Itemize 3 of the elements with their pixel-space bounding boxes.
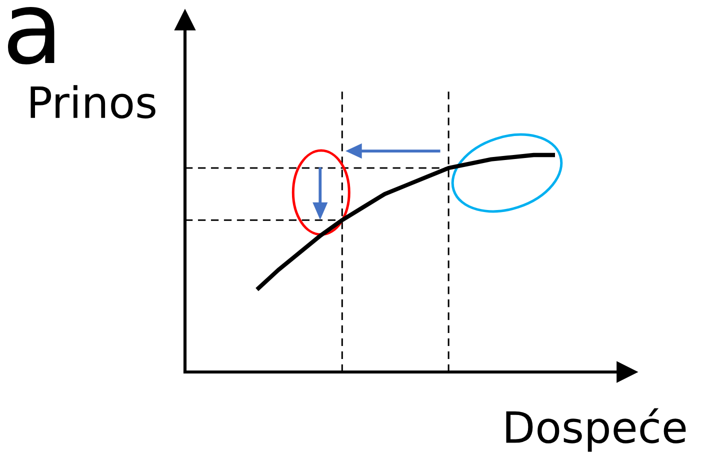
y-axis-title: Prinos (30, 85, 156, 118)
text: a (8, 7, 54, 64)
x-axis-title: Dospeće (506, 408, 686, 452)
